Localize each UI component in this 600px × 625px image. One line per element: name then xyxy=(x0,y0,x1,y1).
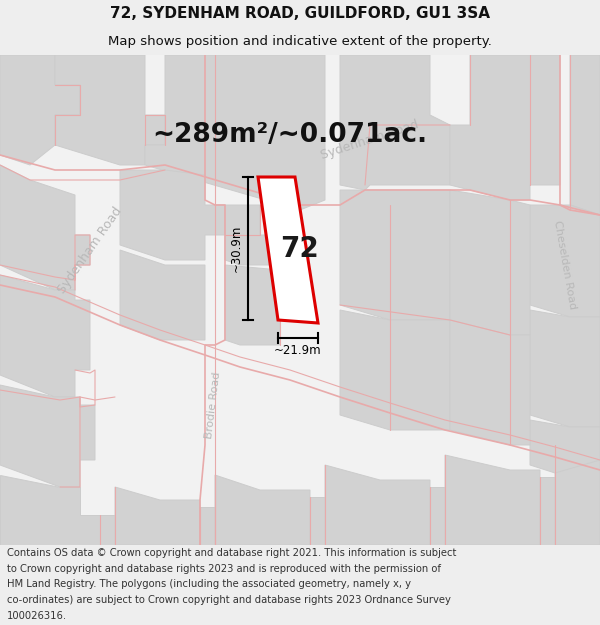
Polygon shape xyxy=(530,310,600,427)
Text: ~21.9m: ~21.9m xyxy=(274,344,322,357)
Text: HM Land Registry. The polygons (including the associated geometry, namely x, y: HM Land Registry. The polygons (includin… xyxy=(7,579,411,589)
Polygon shape xyxy=(310,497,325,545)
Polygon shape xyxy=(555,445,600,545)
Polygon shape xyxy=(120,170,225,260)
Polygon shape xyxy=(430,487,445,545)
Polygon shape xyxy=(570,55,600,215)
Polygon shape xyxy=(450,55,560,200)
Polygon shape xyxy=(115,487,200,545)
Text: Contains OS data © Crown copyright and database right 2021. This information is : Contains OS data © Crown copyright and d… xyxy=(7,548,457,558)
Polygon shape xyxy=(325,465,430,545)
Polygon shape xyxy=(225,265,280,345)
Text: Brodie Road: Brodie Road xyxy=(204,371,222,439)
Polygon shape xyxy=(100,515,115,545)
Text: ~30.9m: ~30.9m xyxy=(229,225,242,272)
Polygon shape xyxy=(0,165,90,290)
Polygon shape xyxy=(120,250,205,340)
Text: to Crown copyright and database rights 2023 and is reproduced with the permissio: to Crown copyright and database rights 2… xyxy=(7,564,441,574)
Polygon shape xyxy=(340,190,450,320)
Polygon shape xyxy=(145,55,325,210)
Polygon shape xyxy=(0,55,80,165)
Text: 72: 72 xyxy=(280,235,319,263)
Polygon shape xyxy=(55,55,165,165)
Polygon shape xyxy=(450,190,530,335)
Polygon shape xyxy=(340,55,450,190)
Text: Cheselden Road: Cheselden Road xyxy=(552,220,578,310)
Polygon shape xyxy=(258,177,318,323)
Text: co-ordinates) are subject to Crown copyright and database rights 2023 Ordnance S: co-ordinates) are subject to Crown copyr… xyxy=(7,595,451,605)
Text: Sydenham Road: Sydenham Road xyxy=(319,118,421,162)
Text: Sydenham Road: Sydenham Road xyxy=(55,204,125,296)
Polygon shape xyxy=(530,205,600,317)
Polygon shape xyxy=(0,275,90,397)
Text: Map shows position and indicative extent of the property.: Map shows position and indicative extent… xyxy=(108,35,492,48)
Polygon shape xyxy=(340,310,450,430)
Text: 72, SYDENHAM ROAD, GUILDFORD, GU1 3SA: 72, SYDENHAM ROAD, GUILDFORD, GU1 3SA xyxy=(110,6,490,21)
Polygon shape xyxy=(530,420,600,473)
Text: ~289m²/~0.071ac.: ~289m²/~0.071ac. xyxy=(152,122,428,148)
Polygon shape xyxy=(0,475,100,545)
Polygon shape xyxy=(445,455,540,545)
Polygon shape xyxy=(200,507,215,545)
Polygon shape xyxy=(215,475,310,545)
Polygon shape xyxy=(450,320,530,445)
Polygon shape xyxy=(540,477,555,545)
Text: 100026316.: 100026316. xyxy=(7,611,67,621)
Polygon shape xyxy=(0,385,95,487)
Polygon shape xyxy=(225,205,280,265)
